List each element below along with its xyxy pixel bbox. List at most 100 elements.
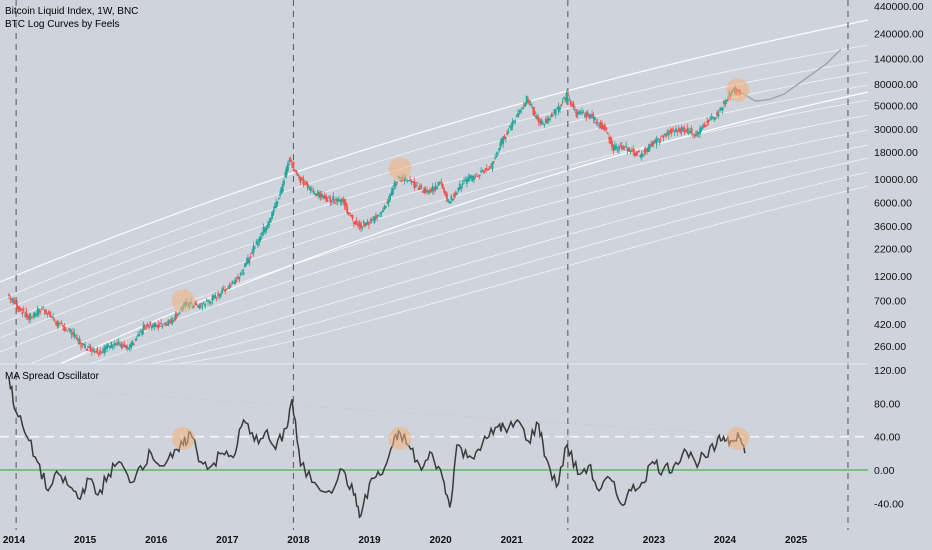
candle [537,117,540,122]
candle [148,325,150,328]
candle [475,173,478,175]
y-tick-label: 260.00 [874,341,906,353]
y-tick-label: 420.00 [874,319,906,331]
candle [10,298,13,300]
candle [387,199,390,204]
candle [106,344,109,350]
candle [130,342,133,348]
candle [347,212,350,215]
y-axis: 260.00 420.00 700.00 1200.00 2200.00 3600.00 6… [874,1,924,510]
candle [622,146,625,150]
candle [484,168,487,171]
candle [608,137,610,140]
candle [638,150,640,153]
cycle-lines [15,0,849,530]
log-curve [174,185,869,365]
candle [630,150,633,152]
log-curve [124,157,869,365]
candle [316,193,319,196]
candle [328,196,330,198]
candle [254,247,256,249]
candle [164,323,167,325]
candle [178,312,181,314]
candle [625,145,628,147]
candle [595,122,598,124]
candle [53,319,56,322]
candle [665,133,668,137]
candle [368,223,370,225]
candle [332,195,335,201]
candle [714,117,717,119]
candle [42,306,45,308]
candle [174,314,177,320]
y-tick-label: 1200.00 [874,271,912,283]
candle [651,142,654,147]
candle [586,112,589,116]
candle [603,124,606,130]
candle [291,163,293,165]
candle [700,127,703,130]
candle [256,241,259,246]
candle [40,309,43,311]
candle [139,330,142,332]
x-tick-label: 2023 [643,535,666,546]
candle [293,169,296,171]
candle [723,100,725,104]
candle [675,128,677,132]
y-tick-label: 10000.00 [874,174,918,186]
candle [720,107,723,111]
candle [694,133,697,136]
candle [210,302,212,304]
candle [556,108,559,110]
candle [488,166,491,170]
candle [510,126,513,131]
candle [69,328,72,333]
candle [394,182,397,187]
candle [372,219,374,221]
candle [686,127,689,132]
candle [37,308,40,314]
candle [598,124,601,126]
candle [24,314,26,316]
candle [517,113,519,118]
y-tick-label: 140000.00 [874,53,924,65]
candle [276,201,279,204]
candle [351,215,354,219]
candle [133,344,135,346]
candle [192,306,195,308]
candle [134,338,137,340]
candle [467,176,470,182]
candle [215,297,218,299]
candle [692,134,694,136]
candle [407,180,410,182]
candle [84,344,86,349]
y-tick-label: 30000.00 [874,124,918,136]
candle [717,114,720,116]
candle [719,109,721,111]
candle [229,284,232,286]
candle [396,181,399,183]
candle [287,163,289,171]
candle [92,349,95,351]
candle [727,98,729,100]
candle [615,146,618,150]
candle [623,146,626,148]
candle [20,308,22,311]
candle [373,216,376,223]
candle [528,101,531,103]
log-curve [29,114,869,365]
osc-y-tick-label: 0.00 [874,465,895,477]
candle [301,177,303,180]
candle [138,334,141,336]
candle [361,226,364,228]
candle [619,146,622,148]
candle [312,191,315,193]
candle [103,347,106,353]
candle [659,138,662,140]
candle [18,306,21,312]
candle [221,288,224,294]
highlight-circle [388,157,412,181]
candle [95,351,97,353]
candle [647,146,650,152]
candle [43,310,46,312]
